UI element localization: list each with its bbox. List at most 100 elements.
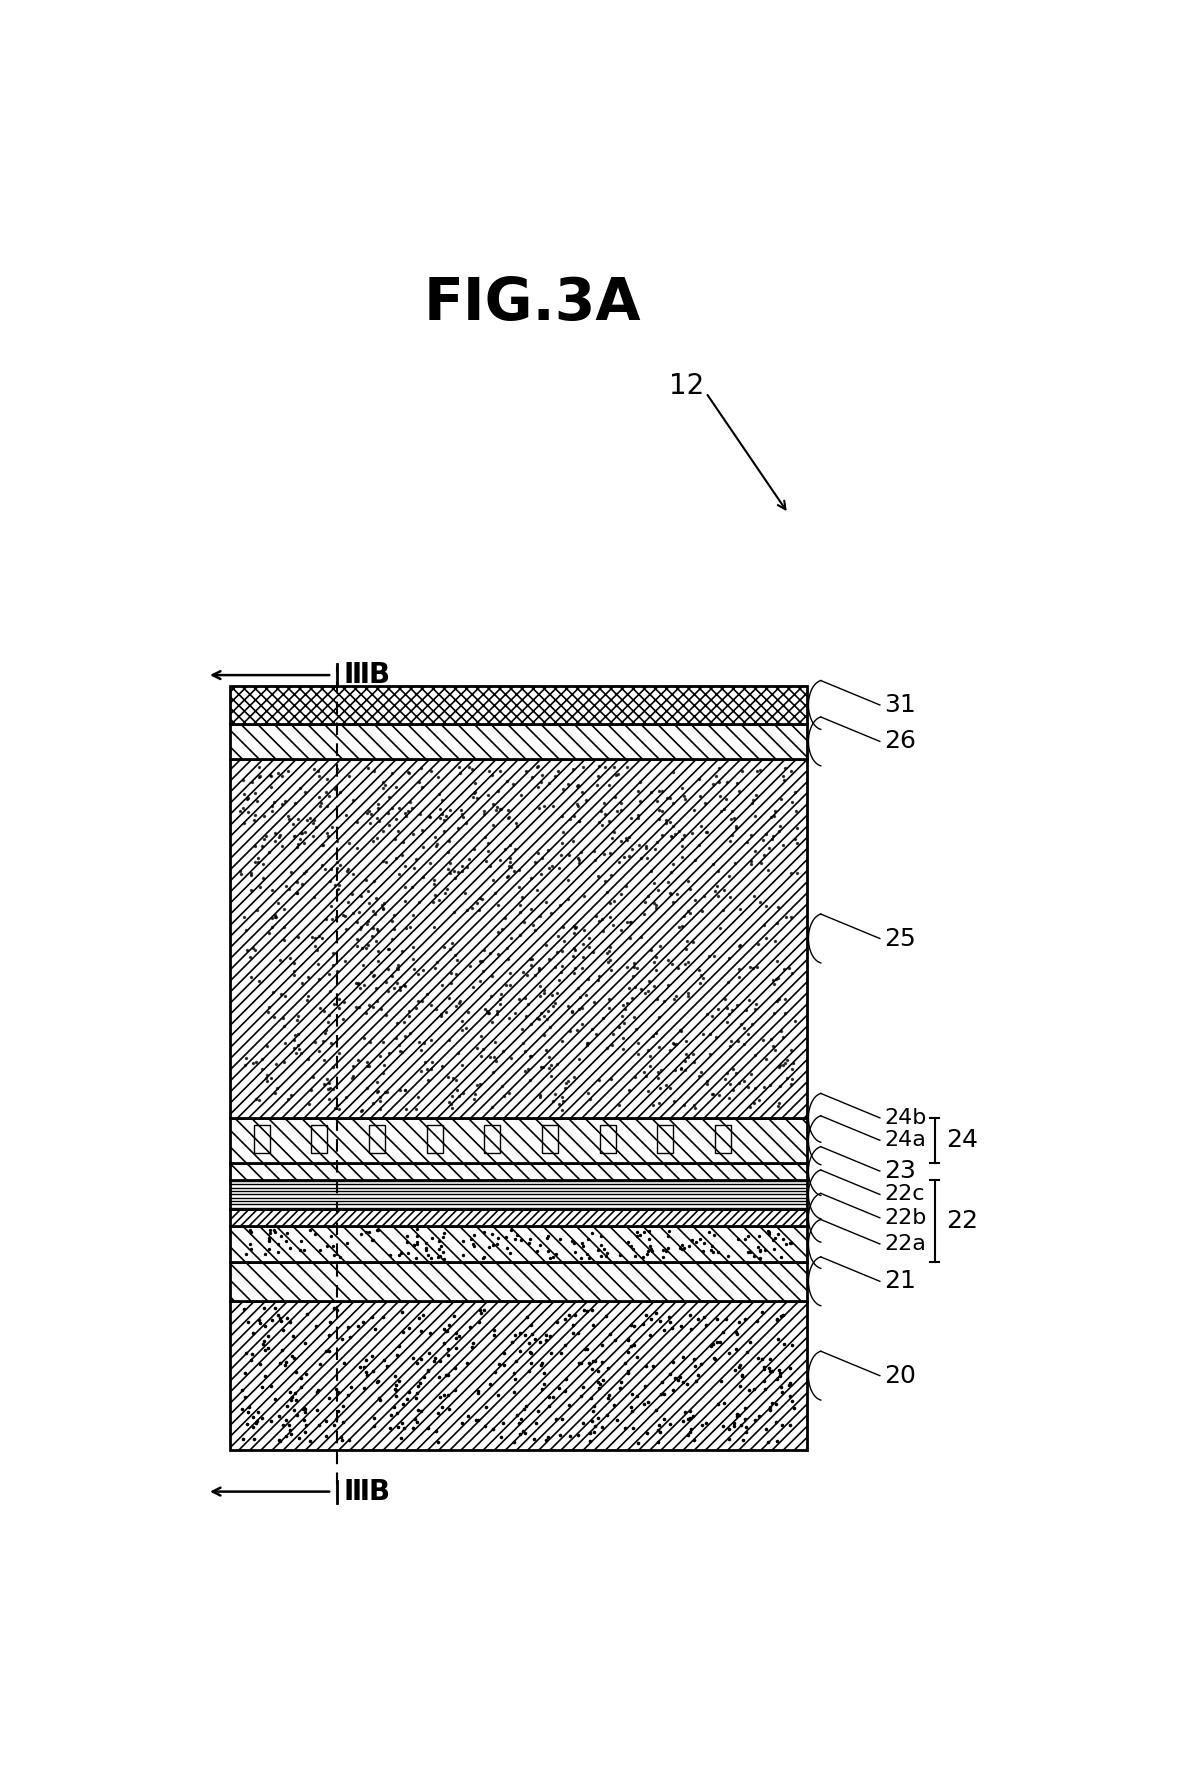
Point xyxy=(492,1072,511,1101)
Point xyxy=(534,1370,553,1399)
Point xyxy=(301,1217,320,1245)
Point xyxy=(533,760,552,789)
Point xyxy=(357,1345,376,1374)
Point xyxy=(619,1359,638,1388)
Point xyxy=(370,1095,389,1124)
Point xyxy=(364,962,383,990)
Point xyxy=(361,808,380,837)
Point xyxy=(373,774,392,803)
Point xyxy=(322,812,341,840)
Point xyxy=(438,855,457,883)
Point xyxy=(594,789,613,817)
Point xyxy=(634,1243,653,1272)
Point xyxy=(495,1350,514,1379)
Point xyxy=(727,769,746,797)
Point xyxy=(255,1361,274,1390)
Point xyxy=(283,810,302,838)
Point xyxy=(358,910,377,938)
Point xyxy=(658,783,677,812)
Point xyxy=(413,987,432,1015)
Point xyxy=(263,913,282,942)
Point xyxy=(359,1053,378,1081)
Point xyxy=(344,787,363,815)
Point xyxy=(275,1350,294,1379)
Point xyxy=(488,1229,507,1258)
Point xyxy=(563,828,582,856)
Point xyxy=(621,924,640,953)
Point xyxy=(566,1301,585,1329)
Point xyxy=(576,981,595,1010)
Point xyxy=(758,856,777,885)
Point xyxy=(465,1079,484,1108)
Point xyxy=(358,1047,377,1076)
Point xyxy=(449,814,468,842)
Point xyxy=(637,831,655,860)
Point xyxy=(585,1392,603,1420)
Point xyxy=(442,1090,461,1119)
Point xyxy=(745,1242,764,1270)
Point xyxy=(449,858,468,887)
Point xyxy=(364,913,383,942)
Point xyxy=(368,917,387,946)
Point xyxy=(712,1367,731,1395)
Point xyxy=(272,1222,291,1251)
Point xyxy=(478,830,497,858)
Point xyxy=(782,789,801,817)
Point xyxy=(299,1090,318,1119)
Point xyxy=(250,762,269,790)
Point xyxy=(775,753,794,781)
Point xyxy=(691,781,710,810)
Point xyxy=(266,1217,285,1245)
Point xyxy=(322,1222,341,1251)
Point xyxy=(668,1365,687,1393)
Point xyxy=(651,931,670,960)
Point xyxy=(439,1381,458,1409)
Point xyxy=(319,1008,338,1037)
Point xyxy=(697,1069,716,1097)
Point xyxy=(546,1079,565,1108)
Point xyxy=(295,1418,314,1447)
Point xyxy=(685,796,704,824)
Point xyxy=(250,1308,269,1336)
Point xyxy=(727,992,746,1020)
Point xyxy=(516,1418,535,1447)
Point xyxy=(616,824,635,853)
Point xyxy=(391,1424,410,1452)
Point xyxy=(507,1347,526,1375)
Point xyxy=(441,796,459,824)
Point xyxy=(446,863,465,892)
Point xyxy=(270,1427,289,1456)
Point xyxy=(615,844,634,872)
Point xyxy=(307,1377,326,1406)
Bar xyxy=(230,1226,807,1261)
Point xyxy=(563,755,582,783)
Point xyxy=(474,1035,492,1063)
Point xyxy=(404,954,423,983)
Point xyxy=(578,965,596,994)
Point xyxy=(697,1311,716,1340)
Point xyxy=(781,1354,800,1383)
Point xyxy=(750,887,769,915)
Point xyxy=(644,1090,663,1119)
Point xyxy=(374,1051,393,1079)
Point xyxy=(282,1420,301,1449)
Point xyxy=(452,1006,471,1035)
Point xyxy=(471,967,490,995)
Point xyxy=(322,904,341,933)
Point xyxy=(667,880,686,908)
Point xyxy=(418,1065,437,1094)
Point xyxy=(569,806,588,835)
Point xyxy=(309,783,328,812)
Bar xyxy=(600,1126,615,1152)
Point xyxy=(664,1347,683,1375)
Text: ⅢB: ⅢB xyxy=(344,1477,391,1506)
Point xyxy=(655,1317,674,1345)
Point xyxy=(559,769,578,797)
Point xyxy=(739,1375,758,1404)
Point xyxy=(542,981,561,1010)
Point xyxy=(520,1065,539,1094)
Point xyxy=(755,1352,774,1381)
Point xyxy=(520,1358,539,1386)
Point xyxy=(726,1334,745,1363)
Point xyxy=(697,999,716,1028)
